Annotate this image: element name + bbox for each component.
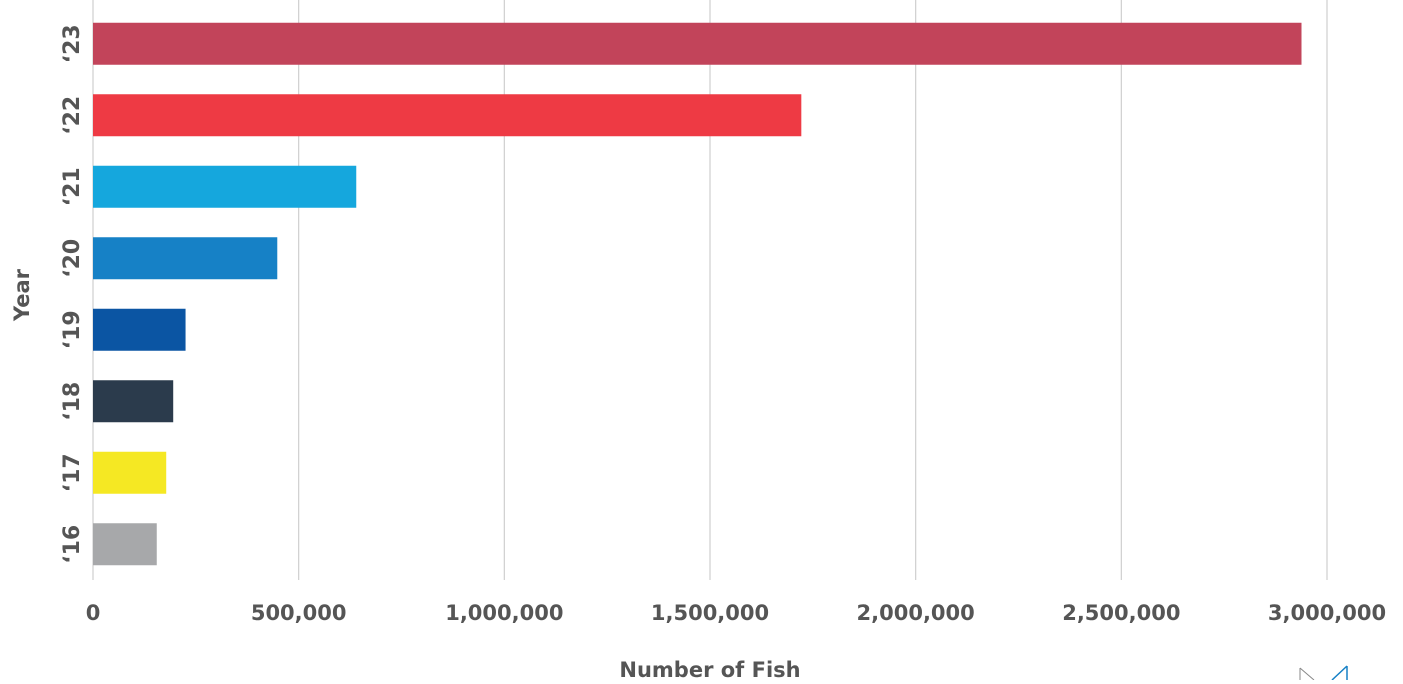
y-tick-label: ‘21	[60, 167, 85, 206]
y-tick-label: ‘18	[60, 382, 85, 421]
gridlines	[92, 0, 1328, 580]
x-tick-label: 1,500,000	[651, 601, 769, 625]
y-tick-label: ‘23	[60, 24, 85, 63]
bar-17	[93, 451, 167, 494]
bar-20	[93, 237, 278, 280]
y-axis-title: Year	[10, 268, 34, 322]
y-tick-label: ‘20	[60, 239, 85, 278]
bar-16	[93, 523, 157, 566]
y-tick-label: ‘17	[60, 453, 85, 492]
bar-21	[93, 165, 357, 208]
bar-18	[93, 380, 174, 423]
x-axis-title: Number of Fish	[619, 658, 800, 680]
x-tick-label: 2,500,000	[1062, 601, 1180, 625]
x-tick-label: 500,000	[251, 601, 347, 625]
y-tick-label: ‘22	[60, 96, 85, 135]
x-tick-label: 2,000,000	[857, 601, 975, 625]
y-tick-label: ‘19	[60, 310, 85, 349]
x-tick-label: 0	[86, 601, 101, 625]
y-tick-labels: ‘16 ‘17 ‘18 ‘19 ‘20 ‘21 ‘22 ‘23	[60, 24, 85, 563]
triangle-logo-icon	[1299, 665, 1348, 681]
bars	[93, 22, 1302, 566]
bar-19	[93, 308, 186, 351]
x-tick-labels: 0 500,000 1,000,000 1,500,000 2,000,000 2,500…	[86, 601, 1386, 625]
bar-23	[93, 22, 1302, 65]
y-tick-label: ‘16	[60, 525, 85, 564]
bar-22	[93, 94, 802, 137]
x-tick-label: 1,000,000	[445, 601, 563, 625]
x-tick-label: 3,000,000	[1268, 601, 1386, 625]
